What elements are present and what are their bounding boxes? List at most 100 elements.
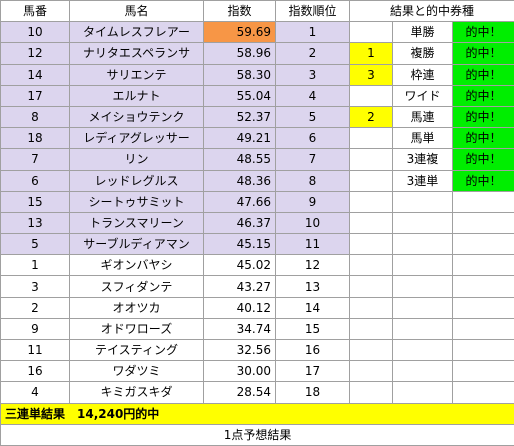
- horse-number-cell: 1: [1, 255, 70, 276]
- result-number-cell: 1: [350, 43, 393, 64]
- bet-type-cell: [393, 191, 453, 212]
- bet-type-cell: 枠連: [393, 64, 453, 85]
- header-index: 指数: [204, 1, 276, 22]
- horse-name-cell: ギオンバヤシ: [70, 255, 204, 276]
- header-horse-number: 馬番: [1, 1, 70, 22]
- horse-name-cell: オドワローズ: [70, 318, 204, 339]
- index-rank-cell: 12: [276, 255, 350, 276]
- index-rank-cell: 15: [276, 318, 350, 339]
- index-rank-cell: 18: [276, 382, 350, 403]
- bet-type-cell: [393, 382, 453, 403]
- result-number-cell: [350, 276, 393, 297]
- horse-name-cell: レッドレグルス: [70, 170, 204, 191]
- index-cell: 43.27: [204, 276, 276, 297]
- result-number-cell: [350, 361, 393, 382]
- index-rank-cell: 13: [276, 276, 350, 297]
- bet-type-cell: 馬単: [393, 128, 453, 149]
- index-rank-cell: 9: [276, 191, 350, 212]
- table-caption: 1点予想結果: [1, 424, 514, 445]
- result-number-cell: 2: [350, 106, 393, 127]
- result-number-cell: [350, 318, 393, 339]
- index-cell: 52.37: [204, 106, 276, 127]
- hit-cell: 的中！: [453, 85, 514, 106]
- horse-number-cell: 6: [1, 170, 70, 191]
- index-cell: 32.56: [204, 340, 276, 361]
- bet-type-cell: 単勝: [393, 22, 453, 43]
- index-cell: 40.12: [204, 297, 276, 318]
- result-number-cell: [350, 212, 393, 233]
- index-rank-cell: 4: [276, 85, 350, 106]
- result-number-cell: [350, 255, 393, 276]
- horse-name-cell: リン: [70, 149, 204, 170]
- index-cell: 59.69: [204, 22, 276, 43]
- bet-type-cell: 3連単: [393, 170, 453, 191]
- hit-cell: 的中！: [453, 64, 514, 85]
- horse-number-cell: 10: [1, 22, 70, 43]
- result-number-cell: [350, 170, 393, 191]
- hit-cell: 的中！: [453, 106, 514, 127]
- horse-name-cell: スフィダンテ: [70, 276, 204, 297]
- index-rank-cell: 17: [276, 361, 350, 382]
- index-rank-cell: 8: [276, 170, 350, 191]
- bet-type-cell: [393, 361, 453, 382]
- horse-name-cell: サリエンテ: [70, 64, 204, 85]
- index-rank-cell: 7: [276, 149, 350, 170]
- index-cell: 58.96: [204, 43, 276, 64]
- index-cell: 45.02: [204, 255, 276, 276]
- horse-number-cell: 11: [1, 340, 70, 361]
- result-number-cell: [350, 85, 393, 106]
- footer-row: 1点予想結果: [1, 424, 514, 445]
- index-cell: 47.66: [204, 191, 276, 212]
- bet-type-cell: [393, 318, 453, 339]
- horse-number-cell: 8: [1, 106, 70, 127]
- horse-number-cell: 9: [1, 318, 70, 339]
- hit-cell: [453, 340, 514, 361]
- index-cell: 28.54: [204, 382, 276, 403]
- header-result-bet-types: 結果と的中券種: [350, 1, 514, 22]
- horse-number-cell: 13: [1, 212, 70, 233]
- horse-number-cell: 17: [1, 85, 70, 106]
- bet-type-cell: [393, 234, 453, 255]
- hit-cell: [453, 234, 514, 255]
- index-cell: 48.36: [204, 170, 276, 191]
- hit-cell: [453, 191, 514, 212]
- index-rank-cell: 2: [276, 43, 350, 64]
- hit-cell: 的中！: [453, 170, 514, 191]
- horse-number-cell: 5: [1, 234, 70, 255]
- result-number-cell: [350, 128, 393, 149]
- index-rank-cell: 5: [276, 106, 350, 127]
- index-cell: 46.37: [204, 212, 276, 233]
- hit-cell: [453, 255, 514, 276]
- bet-type-cell: ワイド: [393, 85, 453, 106]
- horse-name-cell: メイショウテンク: [70, 106, 204, 127]
- horse-number-cell: 15: [1, 191, 70, 212]
- horse-number-cell: 2: [1, 297, 70, 318]
- header-index-rank: 指数順位: [276, 1, 350, 22]
- result-number-cell: [350, 22, 393, 43]
- horse-name-cell: トランスマリーン: [70, 212, 204, 233]
- result-number-cell: [350, 340, 393, 361]
- horse-number-cell: 14: [1, 64, 70, 85]
- summary-row: 三連単結果 14,240円的中: [1, 403, 514, 424]
- hit-cell: [453, 276, 514, 297]
- index-cell: 48.55: [204, 149, 276, 170]
- hit-cell: [453, 382, 514, 403]
- bet-type-cell: [393, 276, 453, 297]
- hit-cell: 的中！: [453, 149, 514, 170]
- result-number-cell: [350, 297, 393, 318]
- horse-name-cell: ワダツミ: [70, 361, 204, 382]
